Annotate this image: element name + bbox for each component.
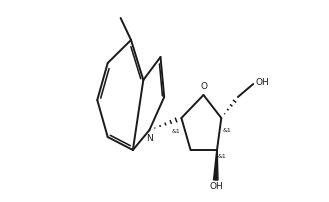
Text: OH: OH	[255, 79, 269, 87]
Polygon shape	[214, 150, 218, 180]
Text: &1: &1	[218, 154, 227, 159]
Text: &1: &1	[222, 128, 231, 133]
Text: O: O	[201, 82, 208, 91]
Text: &1: &1	[172, 129, 180, 134]
Text: N: N	[146, 134, 153, 143]
Text: OH: OH	[209, 182, 223, 191]
